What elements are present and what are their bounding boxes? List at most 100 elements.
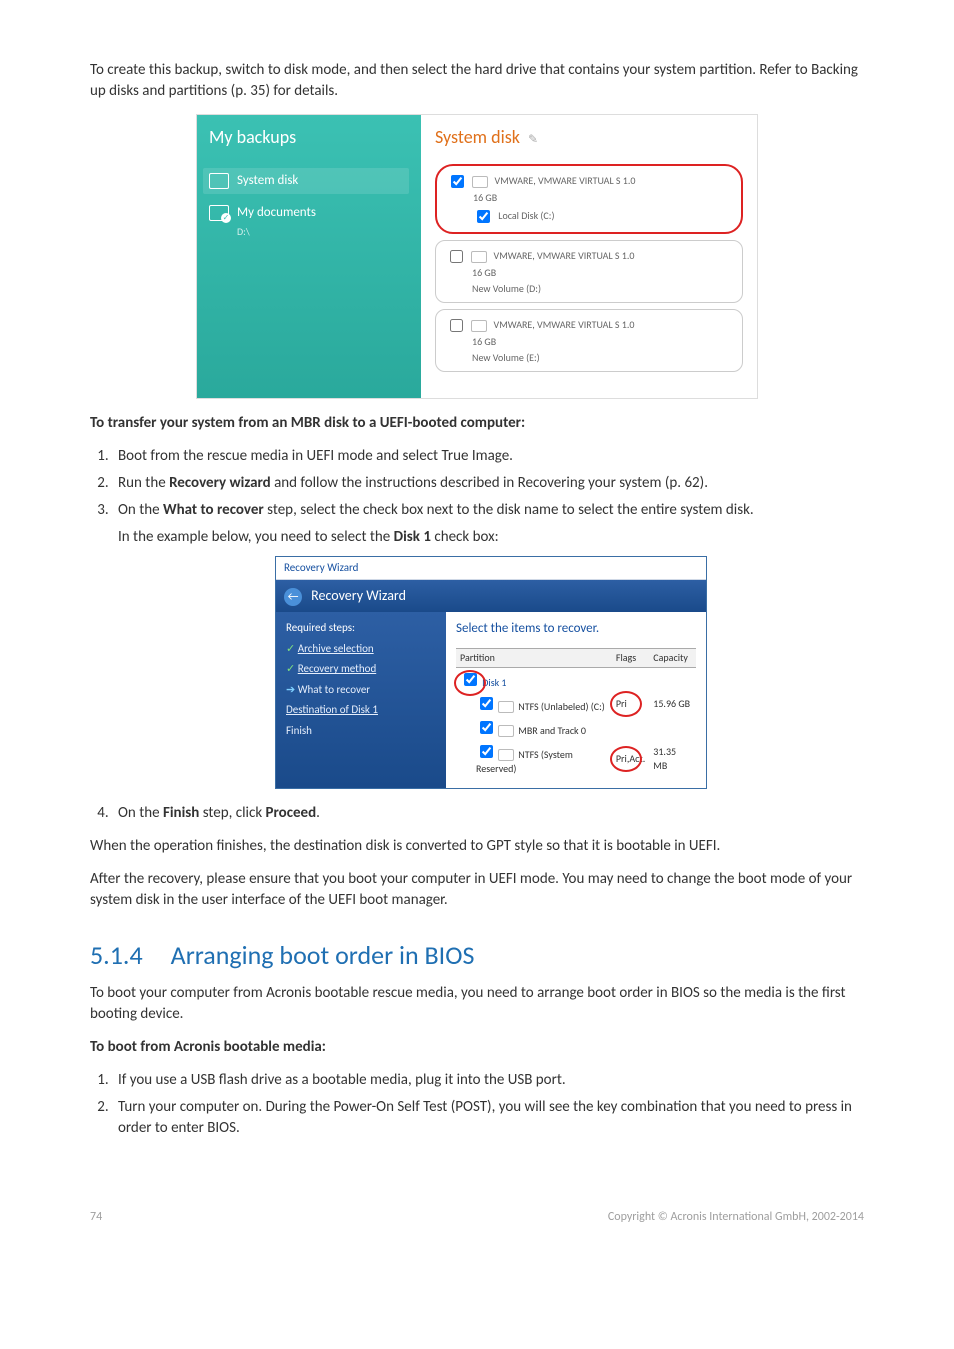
edit-icon[interactable]: ✎ — [528, 133, 538, 147]
backup-sidebar: My backups System disk My documents D:\ — [197, 115, 421, 398]
text: In the example below, you need to select… — [118, 528, 394, 546]
sidebar-item-subpath: D:\ — [237, 225, 409, 239]
table-header-row: Partition Flags Capacity — [456, 648, 696, 667]
disk-entry[interactable]: VMWARE, VMWARE VIRTUAL S 1.0 16 GB New V… — [435, 309, 743, 372]
row-checkbox[interactable] — [480, 697, 493, 710]
drive-icon — [498, 701, 514, 713]
col-capacity: Capacity — [649, 648, 696, 667]
transfer-steps-list: Boot from the rescue media in UEFI mode … — [90, 446, 864, 824]
wizard-instruction: Select the items to recover. — [456, 620, 696, 638]
wizard-step-archive[interactable]: Archive selection — [286, 641, 436, 656]
step-link[interactable]: Destination of Disk 1 — [286, 703, 378, 716]
wizard-step-destination[interactable]: Destination of Disk 1 — [286, 702, 436, 717]
disk-checkbox[interactable] — [450, 250, 463, 263]
disk-entry[interactable]: VMWARE, VMWARE VIRTUAL S 1.0 16 GB New V… — [435, 240, 743, 303]
paragraph: To boot your computer from Acronis boota… — [90, 983, 864, 1025]
drive-icon — [498, 749, 514, 761]
step-label: Finish — [286, 724, 312, 737]
intro-paragraph: To create this backup, switch to disk mo… — [90, 60, 864, 102]
disk-size: 16 GB — [472, 266, 496, 279]
window-titlebar: Recovery Wizard — [276, 557, 706, 579]
text: check box: — [431, 528, 499, 546]
table-row-disk1[interactable]: Disk 1 — [456, 667, 696, 692]
wizard-header: ← Recovery Wizard — [276, 580, 706, 612]
text: On the — [118, 804, 163, 822]
disk-subvolume: New Volume (D:) — [472, 282, 732, 296]
drive-icon — [472, 176, 488, 188]
wizard-step-method[interactable]: Recovery method — [286, 661, 436, 676]
recovery-items-table: Partition Flags Capacity Disk 1 NTFS (Un… — [456, 648, 696, 778]
sidebar-item-my-documents[interactable]: My documents — [209, 204, 409, 222]
paragraph: After the recovery, please ensure that y… — [90, 869, 864, 911]
panel-title: System disk ✎ — [435, 125, 743, 150]
step-link[interactable]: Recovery method — [298, 662, 377, 675]
sidebar-title: My backups — [209, 125, 409, 150]
wizard-content-panel: Select the items to recover. Partition F… — [446, 612, 706, 788]
section-title: Arranging boot order in BIOS — [171, 939, 475, 971]
text: On the — [118, 501, 163, 519]
bios-heading: To boot from Acronis bootable media: — [90, 1037, 864, 1058]
col-partition: Partition — [456, 648, 612, 667]
table-row[interactable]: MBR and Track 0 — [456, 716, 696, 740]
disk-subvolume: New Volume (E:) — [472, 351, 732, 365]
list-item: Turn your computer on. During the Power-… — [112, 1097, 864, 1139]
volume-label: Local Disk (C:) — [498, 209, 554, 222]
cell-flag: Pri,Act. — [616, 752, 645, 765]
section-heading: 5.1.4 Arranging boot order in BIOS — [90, 937, 864, 973]
disk-checkbox[interactable] — [451, 175, 464, 188]
recovery-wizard-screenshot: Recovery Wizard ← Recovery Wizard Requir… — [275, 556, 707, 789]
disk-checkbox[interactable] — [450, 319, 463, 332]
row-checkbox[interactable] — [480, 721, 493, 734]
sidebar-item-label: My documents — [237, 204, 316, 222]
text-bold: Finish — [163, 804, 199, 822]
text-bold: Disk 1 — [394, 528, 431, 546]
wizard-header-text: Recovery Wizard — [311, 587, 406, 604]
drive-icon — [471, 251, 487, 263]
volume-checkbox[interactable] — [477, 210, 490, 223]
list-item: If you use a USB flash drive as a bootab… — [112, 1070, 864, 1091]
section-number: 5.1.4 — [90, 939, 143, 971]
volume-label: New Volume (D:) — [472, 282, 541, 295]
volume-label: New Volume (E:) — [472, 351, 540, 364]
cell-flag: Pri — [616, 697, 627, 710]
disk-label: VMWARE, VMWARE VIRTUAL S 1.0 — [494, 318, 635, 331]
step-link[interactable]: Archive selection — [298, 642, 374, 655]
folder-icon — [209, 173, 229, 189]
cell-capacity: 31.35 MB — [649, 740, 696, 778]
sidebar-item-system-disk[interactable]: System disk — [203, 168, 409, 194]
disk-subvolume: Local Disk (C:) — [473, 207, 731, 226]
list-item: On the Finish step, click Proceed. — [112, 803, 864, 824]
cell-text: MBR and Track 0 — [518, 724, 586, 737]
copyright: Copyright © Acronis International GmbH, … — [608, 1209, 864, 1226]
sidebar-item-label: System disk — [237, 172, 298, 190]
disk-size: 16 GB — [472, 335, 496, 348]
step-label: What to recover — [298, 683, 370, 696]
table-row[interactable]: NTFS (Unlabeled) (C:) Pri 15.96 GB — [456, 692, 696, 716]
text: and follow the instructions described in… — [271, 474, 708, 492]
list-item: Boot from the rescue media in UEFI mode … — [112, 446, 864, 467]
backup-main-panel: System disk ✎ VMWARE, VMWARE VIRTUAL S 1… — [421, 115, 757, 398]
bios-steps-list: If you use a USB flash drive as a bootab… — [90, 1070, 864, 1139]
back-icon[interactable]: ← — [284, 588, 302, 606]
cell-capacity: 15.96 GB — [649, 692, 696, 716]
panel-title-text: System disk — [435, 126, 520, 148]
disk-entry-selected[interactable]: VMWARE, VMWARE VIRTUAL S 1.0 16 GB Local… — [435, 164, 743, 234]
wizard-steps-panel: Required steps: Archive selection Recove… — [276, 612, 446, 788]
drive-icon — [471, 320, 487, 332]
disk1-checkbox[interactable] — [464, 673, 477, 686]
disk-label: VMWARE, VMWARE VIRTUAL S 1.0 — [495, 174, 636, 187]
text: step, click — [199, 804, 265, 822]
backup-app-screenshot: My backups System disk My documents D:\ … — [196, 114, 758, 399]
steps-title: Required steps: — [286, 620, 436, 635]
drive-icon — [498, 725, 514, 737]
transfer-heading: To transfer your system from an MBR disk… — [90, 413, 864, 434]
text: step, select the check box next to the d… — [264, 501, 754, 519]
text-bold: Proceed — [266, 804, 317, 822]
text-bold: What to recover — [163, 501, 264, 519]
list-item: On the What to recover step, select the … — [112, 500, 864, 789]
wizard-step-finish[interactable]: Finish — [286, 723, 436, 738]
row-checkbox[interactable] — [480, 745, 493, 758]
disk-label: VMWARE, VMWARE VIRTUAL S 1.0 — [494, 249, 635, 262]
wizard-step-what[interactable]: What to recover — [286, 682, 436, 697]
table-row[interactable]: NTFS (System Reserved) Pri,Act. 31.35 MB — [456, 740, 696, 778]
